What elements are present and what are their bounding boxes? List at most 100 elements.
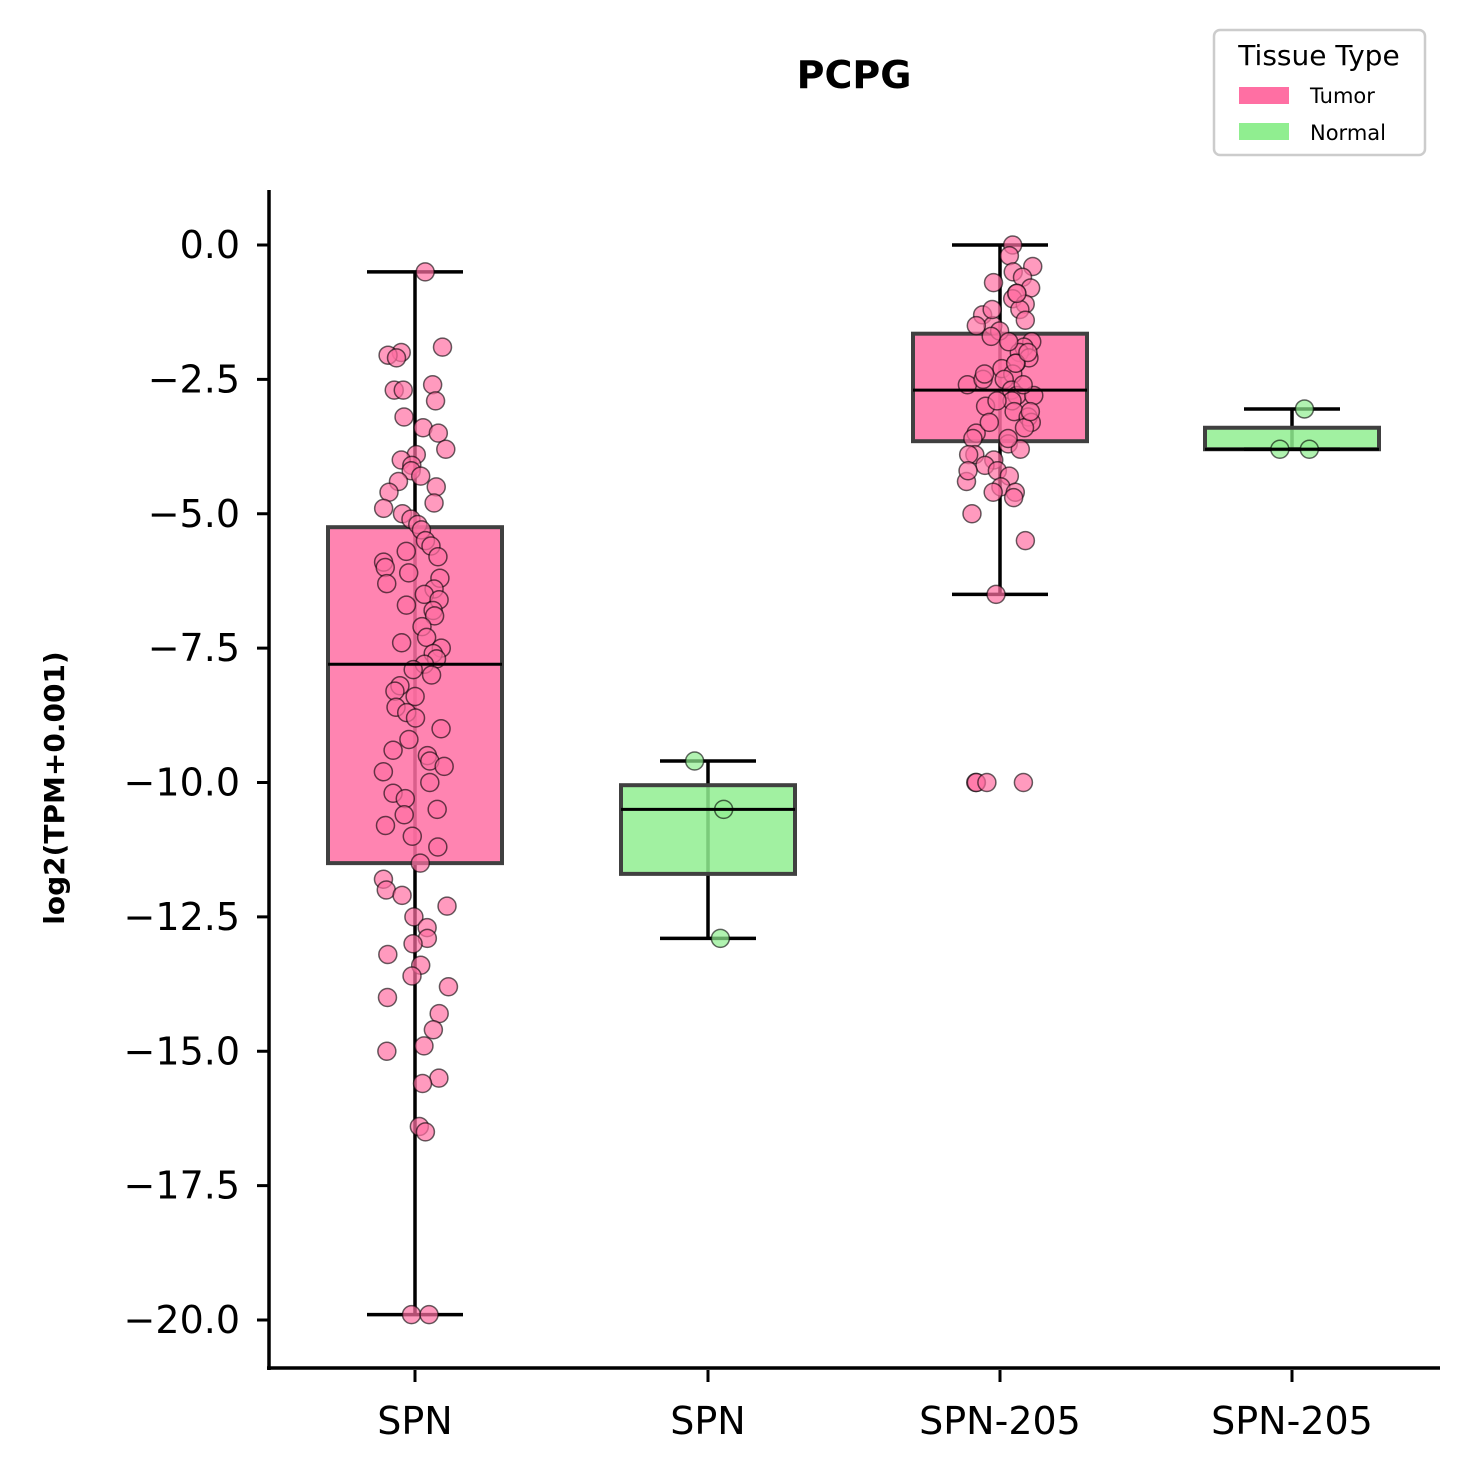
- x-tick-label: SPN: [377, 1399, 452, 1443]
- data-point: [377, 987, 398, 1008]
- data-point: [1018, 342, 1038, 363]
- data-point: [428, 837, 448, 857]
- boxes: [326, 235, 1381, 1325]
- data-point: [983, 482, 1003, 502]
- data-point: [426, 477, 446, 497]
- data-point: [1020, 401, 1041, 422]
- data-point: [428, 547, 448, 567]
- data-point: [415, 262, 435, 282]
- box-2: [619, 751, 797, 949]
- data-point: [982, 299, 1002, 320]
- data-point: [423, 1020, 444, 1040]
- data-point: [431, 719, 451, 739]
- data-point: [958, 444, 979, 465]
- data-point: [999, 246, 1020, 266]
- data-point: [373, 762, 394, 782]
- y-tick-label: −15.0: [124, 1029, 240, 1073]
- data-point: [958, 461, 978, 481]
- data-point: [405, 708, 426, 728]
- data-point: [981, 326, 1001, 347]
- data-point: [420, 772, 440, 793]
- data-point: [385, 681, 405, 701]
- data-point: [373, 498, 394, 519]
- y-tick-label: −20.0: [124, 1298, 240, 1342]
- y-tick-label: −7.5: [148, 626, 240, 670]
- data-point: [1013, 772, 1034, 793]
- y-tick-label: −10.0: [124, 761, 240, 805]
- chart-title: PCPG: [797, 53, 912, 97]
- data-point: [405, 686, 425, 707]
- data-point: [404, 907, 424, 927]
- data-point: [987, 391, 1007, 411]
- data-point: [383, 740, 403, 760]
- data-point: [401, 1304, 422, 1325]
- data-point: [394, 407, 414, 427]
- data-point: [414, 1036, 434, 1056]
- data-point: [415, 1122, 436, 1142]
- data-point: [977, 772, 997, 793]
- data-point: [998, 428, 1018, 449]
- legend-label-tumor: Tumor: [1309, 84, 1375, 108]
- data-point: [398, 563, 419, 583]
- y-axis-label: log2(TPM+0.001): [38, 651, 71, 924]
- data-point: [434, 756, 454, 777]
- data-point: [1003, 487, 1024, 508]
- y-axis-ticks: 0.0 −2.5 −5.0 −7.5 −10.0 −12.5 −15.0 −17.5 −20.0: [124, 223, 269, 1342]
- data-point: [1005, 353, 1026, 373]
- data-point: [962, 504, 982, 524]
- y-tick-label: −17.5: [124, 1164, 240, 1208]
- legend-label-normal: Normal: [1310, 121, 1386, 145]
- data-point: [963, 428, 983, 449]
- data-point: [974, 364, 995, 384]
- y-tick-label: −2.5: [148, 357, 240, 401]
- box-iqr: [1203, 425, 1381, 452]
- box-3: [911, 235, 1089, 793]
- data-point: [410, 853, 431, 873]
- data-point: [402, 966, 422, 986]
- y-tick-label: −5.0: [148, 492, 240, 536]
- data-point: [684, 751, 705, 771]
- data-point: [378, 944, 398, 965]
- data-point: [998, 332, 1019, 352]
- data-point: [396, 595, 417, 615]
- legend-title: Tissue Type: [1237, 39, 1399, 72]
- data-point: [421, 665, 442, 685]
- data-point: [966, 315, 987, 336]
- data-point: [412, 1073, 433, 1094]
- data-point: [379, 482, 399, 502]
- data-point: [1294, 399, 1315, 419]
- data-point: [399, 729, 419, 750]
- box-1: [326, 262, 504, 1325]
- legend-swatch-tumor: [1239, 87, 1289, 104]
- data-point: [427, 799, 447, 820]
- legend-swatch-normal: [1239, 123, 1289, 140]
- data-point: [394, 805, 414, 825]
- data-point: [432, 337, 453, 357]
- data-point: [396, 541, 416, 562]
- x-tick-label: SPN-205: [1211, 1399, 1373, 1443]
- data-point: [1014, 418, 1035, 438]
- box-4: [1203, 399, 1381, 459]
- data-point: [429, 1068, 449, 1088]
- data-point: [376, 573, 397, 594]
- data-point: [710, 928, 731, 949]
- data-point: [424, 493, 444, 513]
- data-point: [386, 348, 407, 368]
- data-point: [1015, 310, 1036, 330]
- data-point: [402, 826, 423, 846]
- data-point: [1007, 283, 1027, 304]
- data-point: [393, 380, 414, 400]
- data-point: [1015, 530, 1036, 551]
- data-point: [437, 896, 457, 916]
- data-point: [425, 391, 446, 411]
- data-point: [375, 815, 396, 836]
- data-point: [375, 557, 395, 578]
- legend: Tissue Type Tumor Normal: [1212, 28, 1427, 157]
- data-point: [1010, 439, 1031, 459]
- data-point: [429, 1003, 449, 1024]
- data-point: [979, 412, 1000, 433]
- data-point: [428, 423, 449, 443]
- x-tick-label: SPN-205: [919, 1399, 1081, 1443]
- data-point: [377, 1041, 397, 1061]
